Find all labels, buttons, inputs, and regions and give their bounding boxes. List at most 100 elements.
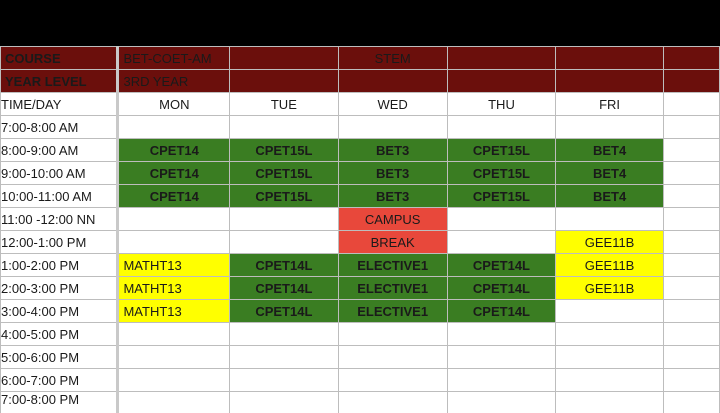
time-day-header[interactable]: TIME/DAY: [0, 92, 120, 116]
empty-cell[interactable]: [662, 368, 720, 392]
empty-cell[interactable]: [229, 322, 339, 346]
class-cell-tue[interactable]: CPET15L: [229, 138, 339, 162]
empty-cell[interactable]: [662, 322, 720, 346]
class-cell-wed[interactable]: BET3: [337, 184, 448, 208]
class-cell-wed[interactable]: ELECTIVE1: [337, 276, 448, 300]
empty-cell[interactable]: [555, 299, 664, 323]
empty-cell[interactable]: [662, 115, 720, 139]
class-cell-mon[interactable]: MATHT13: [117, 253, 231, 277]
class-cell-wed[interactable]: CAMPUS: [337, 207, 448, 231]
empty-cell[interactable]: [555, 322, 664, 346]
empty-cell[interactable]: [662, 253, 720, 277]
header-blank-cell[interactable]: [662, 69, 720, 93]
empty-cell[interactable]: [662, 161, 720, 185]
class-cell-tue[interactable]: CPET15L: [229, 161, 339, 185]
empty-cell[interactable]: [555, 391, 664, 413]
class-cell-mon[interactable]: CPET14: [117, 138, 231, 162]
empty-cell[interactable]: [229, 207, 339, 231]
day-header-mon[interactable]: MON: [117, 92, 231, 116]
empty-cell[interactable]: [117, 322, 231, 346]
header-blank-cell[interactable]: [662, 46, 720, 70]
empty-cell[interactable]: [446, 322, 557, 346]
empty-cell[interactable]: [446, 207, 557, 231]
empty-cell[interactable]: [229, 368, 339, 392]
class-cell-fri[interactable]: BET4: [555, 161, 664, 185]
class-cell-thu[interactable]: CPET14L: [446, 276, 557, 300]
time-slot-cell[interactable]: 1:00-2:00 PM: [0, 253, 120, 277]
empty-cell[interactable]: [117, 207, 231, 231]
header-blank-cell[interactable]: [555, 46, 664, 70]
header-blank-cell[interactable]: [229, 69, 339, 93]
time-slot-cell[interactable]: 7:00-8:00 PM: [0, 391, 120, 413]
empty-cell[interactable]: [337, 115, 448, 139]
header-blank-cell[interactable]: [446, 46, 557, 70]
class-cell-tue[interactable]: CPET14L: [229, 276, 339, 300]
empty-cell[interactable]: [662, 391, 720, 413]
time-slot-cell[interactable]: 7:00-8:00 AM: [0, 115, 120, 139]
empty-cell[interactable]: [117, 115, 231, 139]
day-header-fri[interactable]: FRI: [555, 92, 664, 116]
empty-cell[interactable]: [337, 368, 448, 392]
empty-cell[interactable]: [117, 391, 231, 413]
empty-cell[interactable]: [555, 207, 664, 231]
class-cell-fri[interactable]: GEE11B: [555, 230, 664, 254]
class-cell-thu[interactable]: CPET15L: [446, 184, 557, 208]
empty-cell[interactable]: [662, 345, 720, 369]
class-cell-mon[interactable]: CPET14: [117, 161, 231, 185]
time-slot-cell[interactable]: 9:00-10:00 AM: [0, 161, 120, 185]
class-cell-fri[interactable]: BET4: [555, 138, 664, 162]
time-slot-cell[interactable]: 2:00-3:00 PM: [0, 276, 120, 300]
class-cell-thu[interactable]: CPET14L: [446, 253, 557, 277]
class-cell-thu[interactable]: CPET15L: [446, 138, 557, 162]
empty-cell[interactable]: [337, 345, 448, 369]
empty-cell[interactable]: [337, 322, 448, 346]
empty-cell[interactable]: [555, 115, 664, 139]
empty-cell[interactable]: [555, 368, 664, 392]
class-cell-tue[interactable]: CPET15L: [229, 184, 339, 208]
time-slot-cell[interactable]: 4:00-5:00 PM: [0, 322, 120, 346]
empty-cell[interactable]: [229, 115, 339, 139]
empty-cell[interactable]: [229, 345, 339, 369]
class-cell-fri[interactable]: GEE11B: [555, 276, 664, 300]
class-cell-thu[interactable]: CPET15L: [446, 161, 557, 185]
empty-cell[interactable]: [117, 368, 231, 392]
class-cell-fri[interactable]: BET4: [555, 184, 664, 208]
class-cell-wed[interactable]: BREAK: [337, 230, 448, 254]
empty-cell[interactable]: [555, 345, 664, 369]
class-cell-mon[interactable]: MATHT13: [117, 299, 231, 323]
day-header-wed[interactable]: WED: [337, 92, 448, 116]
time-slot-cell[interactable]: 3:00-4:00 PM: [0, 299, 120, 323]
empty-cell[interactable]: [662, 276, 720, 300]
empty-cell[interactable]: [229, 391, 339, 413]
empty-cell[interactable]: [446, 115, 557, 139]
class-cell-wed[interactable]: ELECTIVE1: [337, 253, 448, 277]
class-cell-wed[interactable]: ELECTIVE1: [337, 299, 448, 323]
time-slot-cell[interactable]: 11:00 -12:00 NN: [0, 207, 120, 231]
class-cell-tue[interactable]: CPET14L: [229, 299, 339, 323]
empty-cell[interactable]: [229, 230, 339, 254]
time-slot-cell[interactable]: 5:00-6:00 PM: [0, 345, 120, 369]
empty-cell[interactable]: [662, 92, 720, 116]
class-cell-fri[interactable]: GEE11B: [555, 253, 664, 277]
class-cell-mon[interactable]: MATHT13: [117, 276, 231, 300]
class-cell-wed[interactable]: BET3: [337, 138, 448, 162]
time-slot-cell[interactable]: 6:00-7:00 PM: [0, 368, 120, 392]
header-blank-cell[interactable]: [337, 69, 448, 93]
header-blank-cell[interactable]: [229, 46, 339, 70]
strand-value[interactable]: STEM: [337, 46, 448, 70]
class-cell-thu[interactable]: CPET14L: [446, 299, 557, 323]
empty-cell[interactable]: [446, 368, 557, 392]
empty-cell[interactable]: [662, 184, 720, 208]
empty-cell[interactable]: [446, 391, 557, 413]
empty-cell[interactable]: [662, 207, 720, 231]
empty-cell[interactable]: [446, 230, 557, 254]
year-level-value[interactable]: 3RD YEAR: [116, 69, 231, 93]
empty-cell[interactable]: [117, 230, 231, 254]
empty-cell[interactable]: [337, 391, 448, 413]
empty-cell[interactable]: [446, 345, 557, 369]
class-cell-mon[interactable]: CPET14: [117, 184, 231, 208]
empty-cell[interactable]: [662, 299, 720, 323]
class-cell-wed[interactable]: BET3: [337, 161, 448, 185]
time-slot-cell[interactable]: 12:00-1:00 PM: [0, 230, 120, 254]
header-blank-cell[interactable]: [555, 69, 664, 93]
